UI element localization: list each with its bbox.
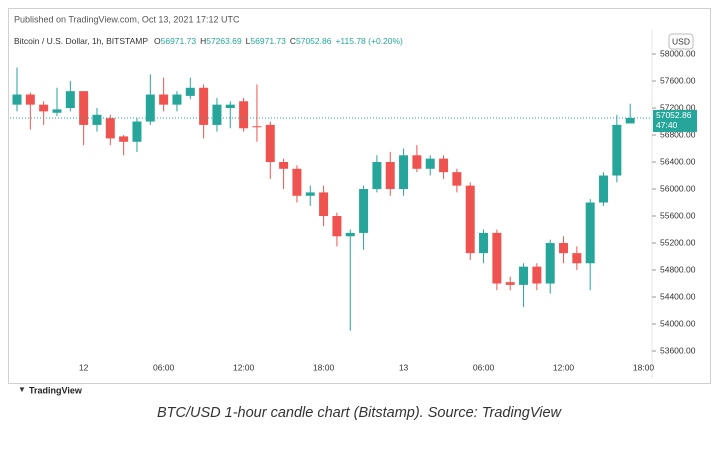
candle-body xyxy=(305,192,315,196)
ohlc-value: 56971.73 xyxy=(161,36,197,46)
published: Published on TradingView.com, Oct 13, 20… xyxy=(14,14,240,24)
x-tick-label: 18:00 xyxy=(313,362,335,372)
candle-body xyxy=(372,162,382,190)
ohlc-value: 57052.86 xyxy=(296,36,332,46)
candle-body xyxy=(545,243,555,284)
candle-body xyxy=(612,124,622,176)
caption: BTC/USD 1-hour candle chart (Bitstamp). … xyxy=(157,405,563,421)
candle-body xyxy=(92,114,102,125)
logo: TradingView xyxy=(29,385,83,395)
y-tick-label: 55600.00 xyxy=(660,210,696,220)
x-tick-label: 12:00 xyxy=(553,362,575,372)
x-tick-label: 12 xyxy=(79,362,89,372)
ohlc-key: C xyxy=(290,36,296,46)
candle-body xyxy=(492,232,502,284)
candle-body xyxy=(65,91,75,109)
x-tick-label: 13 xyxy=(399,362,409,372)
candle-body xyxy=(252,126,262,128)
last-price-label: 57052.86 xyxy=(656,110,692,120)
last-price-box xyxy=(653,109,697,132)
candle-body xyxy=(425,158,435,169)
candle-body xyxy=(52,109,62,113)
x-tick-label: 18:00 xyxy=(633,362,655,372)
logo-mark: ▼ xyxy=(18,385,26,394)
candle-body xyxy=(505,282,515,285)
candle-body xyxy=(79,91,89,125)
candle-body xyxy=(119,136,129,142)
y-tick-label: 54000.00 xyxy=(660,318,696,328)
candle-body xyxy=(292,168,302,196)
candle-body xyxy=(159,94,169,105)
candle-body xyxy=(185,87,195,96)
symbol: Bitcoin / U.S. Dollar, 1h, BITSTAMP xyxy=(14,36,148,46)
ohlc-value: 56971.73 xyxy=(250,36,286,46)
currency: USD xyxy=(672,36,690,46)
candle-body xyxy=(385,162,395,190)
candle-body xyxy=(172,94,182,105)
y-tick-label: 53600.00 xyxy=(660,345,696,355)
x-tick-label: 12:00 xyxy=(233,362,255,372)
candle-body xyxy=(132,121,142,142)
x-tick-label: 06:00 xyxy=(473,362,495,372)
candle-body xyxy=(412,155,422,169)
y-tick-label: 54400.00 xyxy=(660,291,696,301)
x-tick-label: 06:00 xyxy=(153,362,175,372)
candle-body xyxy=(265,124,275,163)
candle-body xyxy=(279,162,289,169)
candle-body xyxy=(585,202,595,264)
ohlc-key: L xyxy=(246,36,251,46)
candle-body xyxy=(439,158,449,173)
ohlc-key: H xyxy=(200,36,206,46)
candle-body xyxy=(519,266,529,285)
candle-body xyxy=(465,185,475,254)
candle-body xyxy=(25,94,35,105)
symbol-header: Bitcoin / U.S. Dollar, 1h, BITSTAMP O5697… xyxy=(14,36,403,46)
y-tick-label: 56400.00 xyxy=(660,156,696,166)
change: +115.78 (+0.20%) xyxy=(335,36,403,46)
candle-body xyxy=(12,94,22,105)
candle-body xyxy=(332,216,342,237)
candle-body xyxy=(39,104,49,112)
y-tick-label: 58000.00 xyxy=(660,48,696,58)
candle-body xyxy=(199,87,209,125)
y-tick-label: 56800.00 xyxy=(660,129,696,139)
y-tick-label: 55200.00 xyxy=(660,237,696,247)
candle-body xyxy=(319,192,329,217)
y-tick-label: 57600.00 xyxy=(660,75,696,85)
candle-body xyxy=(452,172,462,186)
candle-body xyxy=(105,118,115,139)
y-tick-label: 57200.00 xyxy=(660,102,696,112)
candle-body xyxy=(532,266,542,284)
y-tick-label: 54800.00 xyxy=(660,264,696,274)
y-tick-label: 56000.00 xyxy=(660,183,696,193)
currency-box xyxy=(668,33,694,50)
candle-body xyxy=(345,232,355,237)
candle-body xyxy=(572,253,582,264)
ohlc-value: 57263.69 xyxy=(206,36,242,46)
candle-body xyxy=(599,175,609,203)
candle-body xyxy=(239,101,249,129)
candle-body xyxy=(145,94,155,122)
candle-body xyxy=(559,243,569,254)
ohlc-key: O xyxy=(154,36,161,46)
candle-body xyxy=(625,117,635,124)
candle-body xyxy=(359,189,369,233)
candle-body xyxy=(399,155,409,190)
candle-body xyxy=(225,104,235,109)
countdown: 47:40 xyxy=(656,120,678,130)
candle-body xyxy=(212,104,222,125)
candle-body xyxy=(479,232,489,254)
